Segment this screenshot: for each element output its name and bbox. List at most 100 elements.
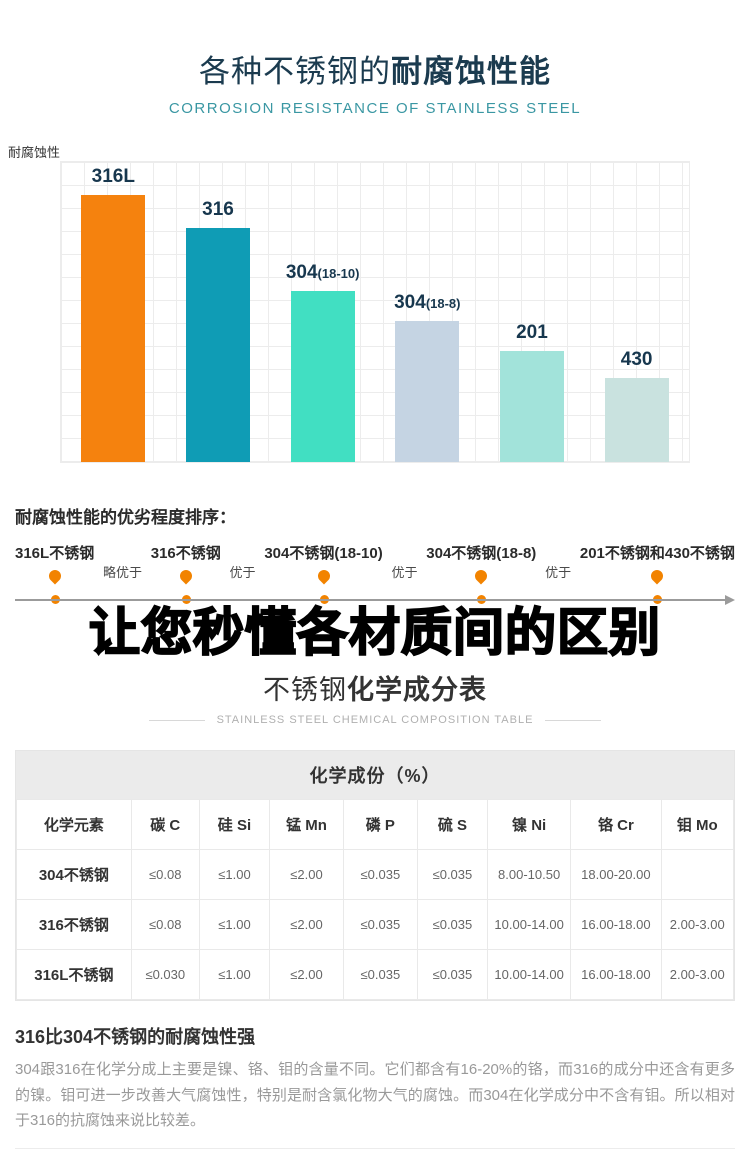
bar-group: 316 [185, 162, 250, 462]
value-cell: ≤0.035 [342, 899, 418, 951]
table-title-band: 化学成份（%） [16, 751, 734, 800]
composition-title-bold: 化学成分表 [347, 675, 487, 706]
divider-line-left [148, 719, 205, 721]
pin-marker-icon [472, 567, 490, 585]
timeline-item-label: 201不锈钢和430不锈钢 [579, 545, 735, 562]
bar-group: 304(18-8) [394, 162, 461, 462]
timeline-relation-label: 略优于 [102, 565, 142, 580]
column-header: 铬 Cr [570, 799, 662, 851]
composition-subtitle: STAINLESS STEEL CHEMICAL COMPOSITION TAB… [216, 714, 534, 727]
pin-marker-icon [648, 567, 666, 585]
footer-paragraph: 304跟316在化学分成上主要是镍、铬、钼的含量不同。它们都含有16-20%的铬… [15, 1061, 735, 1130]
ranking-timeline: 316L不锈钢 略优于 316不锈钢 优于 304不锈钢(18-10) 优于 304不锈钢(… [15, 542, 735, 616]
timeline-item-label: 304不锈钢(18-8) [426, 545, 537, 562]
page-title-bold: 耐腐蚀性能 [391, 54, 551, 89]
column-header: 镍 Ni [487, 799, 572, 851]
bar-group: 201 [499, 162, 564, 462]
composition-title: 不锈钢化学成分表 [0, 668, 750, 707]
bar-category-label: 304(18-10) [285, 262, 360, 283]
timeline-item-label: 316不锈钢 [150, 545, 221, 562]
page-title: 各种不锈钢的耐腐蚀性能 [0, 46, 750, 91]
composition-header: 不锈钢化学成分表 STAINLESS STEEL CHEMICAL COMPOS… [0, 668, 750, 726]
value-cell: ≤0.08 [130, 849, 200, 901]
page-subtitle: CORROSION RESISTANCE OF STAINLESS STEEL [168, 100, 582, 117]
column-header: 化学元素 [16, 799, 132, 851]
value-cell: 8.00-10.50 [487, 849, 572, 901]
bar-category-label: 201 [516, 322, 548, 343]
value-cell: ≤0.035 [416, 949, 489, 1001]
value-cell: 2.00-3.00 [660, 899, 735, 951]
column-header: 硅 Si [198, 799, 271, 851]
value-cell: 18.00-20.00 [570, 849, 662, 901]
value-cell [660, 849, 735, 901]
pin-marker-icon [46, 567, 64, 585]
bar-category-label: 304(18-8) [394, 292, 461, 313]
bar-group: 316L [81, 162, 146, 462]
column-header: 锰 Mn [269, 799, 344, 851]
value-cell: ≤2.00 [269, 849, 344, 901]
value-cell: ≤0.08 [130, 899, 200, 951]
footer-heading: 316比304不锈钢的耐腐蚀性强 [15, 1027, 256, 1048]
value-cell: 10.00-14.00 [487, 949, 572, 1001]
value-cell: ≤1.00 [198, 949, 271, 1001]
bar-chart-section: 耐腐蚀性 316L 316 304(18-10) 304(18-8) 201 430 [8, 145, 690, 463]
page-title-regular: 各种不锈钢的 [199, 54, 391, 89]
value-cell: 16.00-18.00 [570, 899, 662, 951]
bar-category-label: 316L [91, 166, 135, 187]
value-cell: 2.00-3.00 [660, 949, 735, 1001]
divider-line-right [545, 719, 602, 721]
value-cell: ≤1.00 [198, 899, 271, 951]
bar-group: 430 [604, 162, 669, 462]
timeline-items-row: 316L不锈钢 略优于 316不锈钢 优于 304不锈钢(18-10) 优于 304不锈钢(… [15, 542, 735, 612]
table-row: 316不锈钢 ≤0.08 ≤1.00 ≤2.00 ≤0.035 ≤0.035 10.00-1… [16, 899, 735, 951]
bar [604, 378, 669, 462]
timeline-item-label: 316L不锈钢 [15, 545, 95, 562]
value-cell: ≤1.00 [198, 849, 271, 901]
y-axis-label: 耐腐蚀性 [8, 145, 61, 160]
timeline-arrow-line [15, 595, 735, 605]
column-header: 钼 Mo [660, 799, 735, 851]
footer-text-section: 316比304不锈钢的耐腐蚀性强 304跟316在化学分成上主要是镍、铬、钼的含… [15, 1023, 735, 1134]
bar-group: 304(18-10) [286, 162, 359, 462]
table-row: 316L不锈钢 ≤0.030 ≤1.00 ≤2.00 ≤0.035 ≤0.035 10.00… [16, 949, 735, 1001]
value-cell: 16.00-18.00 [570, 949, 662, 1001]
row-header-cell: 316不锈钢 [16, 899, 132, 951]
value-cell: ≤0.035 [342, 949, 418, 1001]
table-row: 304不锈钢 ≤0.08 ≤1.00 ≤2.00 ≤0.035 ≤0.035 8.00-10… [16, 849, 735, 901]
value-cell: ≤2.00 [269, 949, 344, 1001]
value-cell: ≤2.00 [269, 899, 344, 951]
bar [185, 228, 250, 462]
column-header: 硫 S [416, 799, 489, 851]
value-cell: ≤0.030 [130, 949, 200, 1001]
header: 各种不锈钢的耐腐蚀性能 CORROSION RESISTANCE OF STAI… [0, 0, 750, 117]
row-header-cell: 304不锈钢 [16, 849, 132, 901]
timeline-relation-label: 优于 [391, 565, 418, 580]
bar [395, 321, 460, 462]
ranking-heading: 耐腐蚀性能的优劣程度排序： [15, 508, 236, 527]
composition-title-regular: 不锈钢 [263, 675, 347, 706]
ranking-section: 耐腐蚀性能的优劣程度排序： 316L不锈钢 略优于 316不锈钢 优于 304不锈钢(1… [15, 503, 735, 616]
bar [499, 351, 564, 462]
bar [290, 291, 355, 462]
bar [81, 195, 146, 462]
timeline-item-label: 304不锈钢(18-10) [264, 545, 383, 562]
bar-chart-plot: 316L 316 304(18-10) 304(18-8) 201 430 [60, 161, 690, 463]
value-cell: ≤0.035 [416, 849, 489, 901]
slogan-banner: 让您秒懂各材质间的区别 [88, 603, 661, 662]
timeline-relation-label: 优于 [545, 565, 572, 580]
bar-category-label: 430 [620, 349, 653, 370]
timeline-relation-label: 优于 [229, 565, 256, 580]
pin-marker-icon [315, 567, 333, 585]
composition-subtitle-row: STAINLESS STEEL CHEMICAL COMPOSITION TAB… [0, 714, 750, 726]
value-cell: 10.00-14.00 [487, 899, 572, 951]
value-cell: ≤0.035 [416, 899, 489, 951]
pin-marker-icon [177, 567, 195, 585]
row-header-cell: 316L不锈钢 [16, 949, 132, 1001]
column-header: 碳 C [130, 799, 200, 851]
value-cell: ≤0.035 [342, 849, 418, 901]
